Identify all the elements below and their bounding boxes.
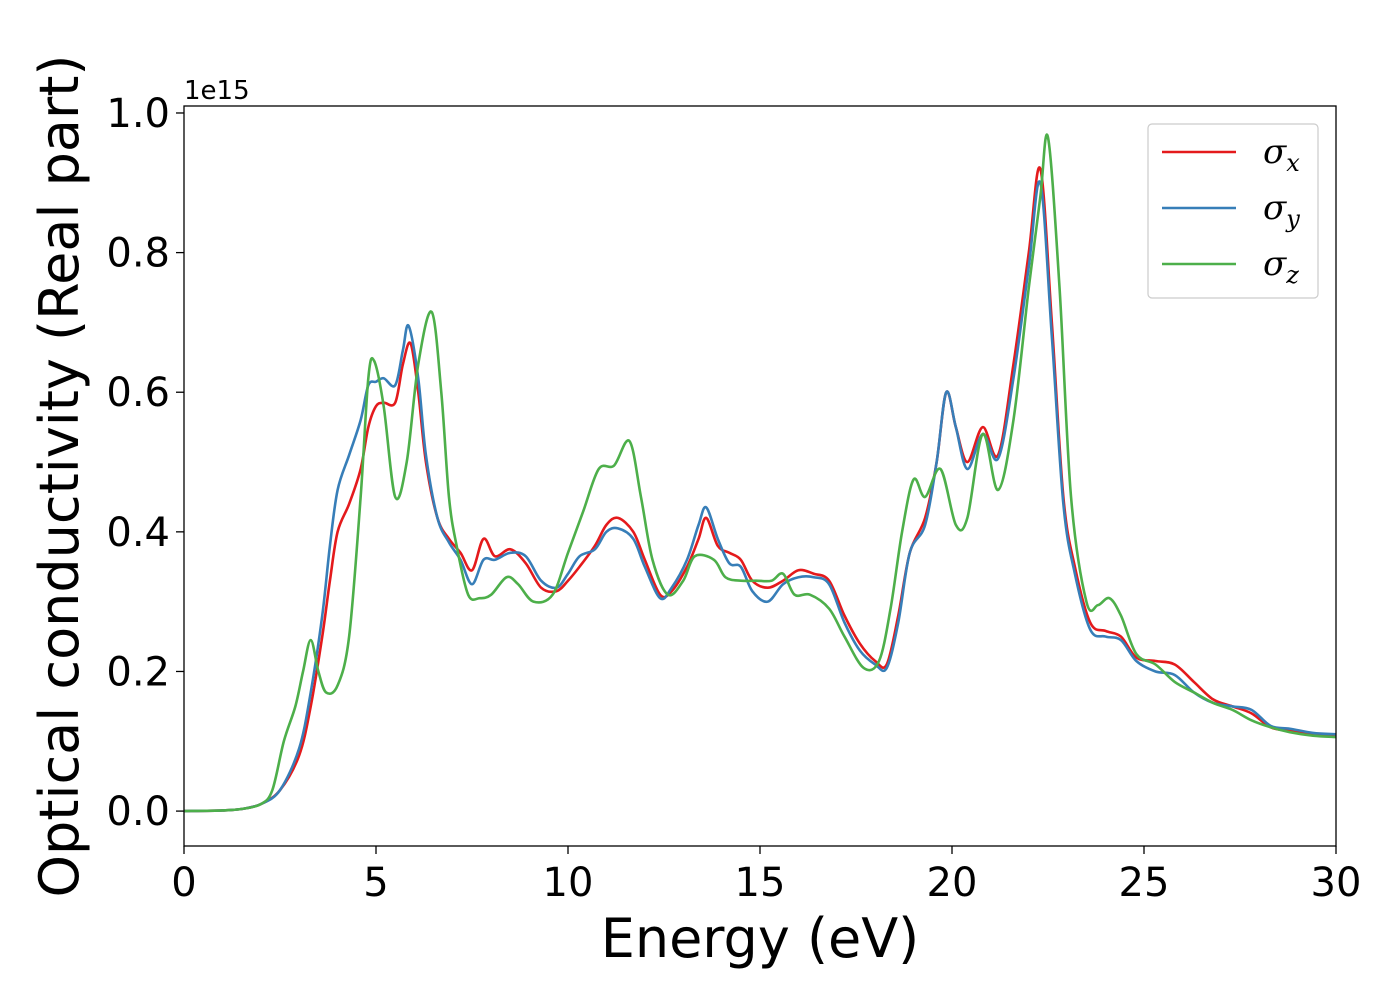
y-tick-label: 0.2	[106, 649, 170, 695]
x-tick-label: 0	[171, 860, 196, 906]
series-lines	[184, 133, 1336, 813]
x-tick-label: 25	[1119, 860, 1170, 906]
y-offset-label: 1e15	[184, 76, 250, 106]
x-tick-label: 30	[1311, 860, 1362, 906]
y-axis-title: Optical conductivity (Real part)	[28, 55, 91, 898]
x-axis-title: Energy (eV)	[601, 907, 920, 970]
x-tick-label: 20	[927, 860, 978, 906]
x-tick-label: 10	[543, 860, 594, 906]
legend-box	[1147, 123, 1319, 299]
y-axis: 0.0 0.2 0.4 0.6 0.8 1.0	[106, 91, 184, 835]
x-axis: 0 5 10 15 20 25 30	[171, 846, 1361, 906]
series-line-sigma-y	[184, 180, 1336, 813]
x-tick-label: 5	[363, 860, 388, 906]
y-tick-label: 0.0	[106, 789, 170, 835]
y-tick-label: 0.6	[106, 370, 170, 416]
x-tick-label: 15	[735, 860, 786, 906]
y-tick-label: 0.8	[106, 231, 170, 277]
y-tick-label: 1.0	[106, 91, 170, 137]
plot-background	[184, 106, 1336, 846]
y-tick-label: 0.4	[106, 510, 170, 556]
series-line-sigma-z	[184, 133, 1336, 813]
